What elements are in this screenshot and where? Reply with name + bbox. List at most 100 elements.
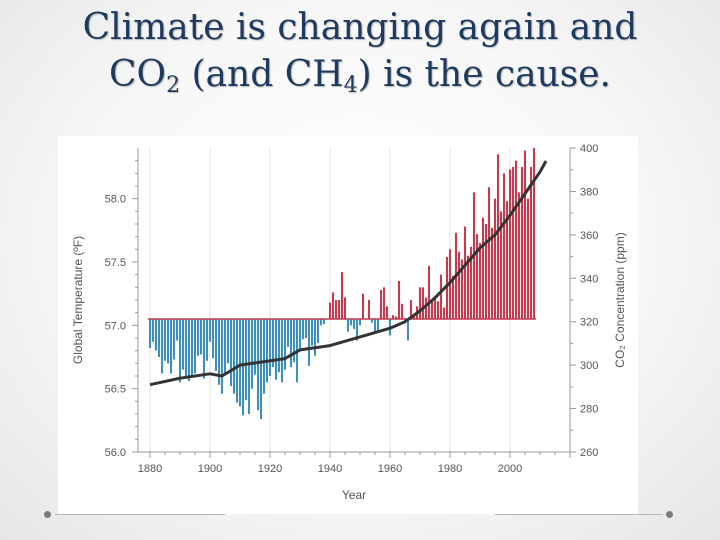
bar-below-baseline	[229, 319, 233, 387]
bar-below-baseline	[196, 319, 200, 356]
bar-below-baseline	[271, 319, 275, 368]
bar-above-baseline	[511, 167, 515, 319]
bar-above-baseline	[523, 150, 527, 319]
slide-title: Climate is changing again and CO2 (and C…	[0, 4, 720, 109]
bar-below-baseline	[181, 319, 185, 370]
y-axis-title: Global Temperature (ºF)	[71, 236, 85, 364]
y2-tick-label: 300	[580, 360, 598, 372]
slide-divider-right	[495, 514, 663, 515]
bar-above-baseline	[328, 302, 332, 319]
y2-tick-label: 380	[580, 186, 598, 198]
bar-below-baseline	[220, 319, 224, 394]
bar-above-baseline	[394, 316, 398, 319]
bar-above-baseline	[409, 300, 413, 319]
bar-below-baseline	[313, 319, 317, 356]
x-tick-label: 2000	[498, 463, 522, 475]
bar-below-baseline	[355, 319, 359, 341]
bar-below-baseline	[226, 319, 230, 364]
x-tick-label: 1960	[378, 463, 402, 475]
bar-above-baseline	[490, 227, 494, 319]
bar-above-baseline	[487, 187, 491, 319]
bar-below-baseline	[307, 319, 311, 366]
bar-below-baseline	[277, 319, 281, 373]
bar-above-baseline	[508, 169, 512, 319]
bar-below-baseline	[268, 319, 272, 376]
bar-above-baseline	[400, 303, 404, 319]
bar-above-baseline	[439, 274, 443, 319]
bar-below-baseline	[214, 319, 218, 371]
x-tick-label: 1940	[318, 463, 342, 475]
bar-below-baseline	[190, 319, 194, 376]
bar-below-baseline	[178, 319, 182, 383]
bar-below-baseline	[256, 319, 260, 411]
bar-above-baseline	[433, 297, 437, 319]
bar-below-baseline	[166, 319, 170, 364]
bar-above-baseline	[481, 217, 485, 319]
bar-below-baseline	[172, 319, 176, 360]
bar-above-baseline	[451, 275, 455, 319]
bar-below-baseline	[157, 319, 161, 357]
slide-bullet-left	[44, 511, 51, 518]
bar-above-baseline	[517, 192, 521, 319]
bar-below-baseline	[208, 319, 212, 342]
bar-above-baseline	[427, 265, 431, 319]
bar-below-baseline	[151, 319, 155, 342]
y2-tick-label: 320	[580, 317, 598, 329]
y2-tick-label: 340	[580, 273, 598, 285]
x-tick-label: 1920	[258, 463, 282, 475]
bar-below-baseline	[352, 319, 356, 330]
bar-below-baseline	[175, 319, 179, 341]
bar-below-baseline	[169, 319, 173, 374]
bar-below-baseline	[253, 319, 257, 375]
chart-frame: 56.0 56.5 57.0 57.5 58.0 260 280 300 320 340 360 38…	[58, 136, 638, 514]
bar-above-baseline	[361, 293, 365, 319]
bar-above-baseline	[331, 292, 335, 319]
y-tick-label: 58.0	[105, 194, 126, 206]
bar-below-baseline	[349, 319, 353, 326]
bar-above-baseline	[514, 160, 518, 319]
bar-above-baseline	[457, 251, 461, 319]
bar-below-baseline	[217, 319, 221, 385]
bar-below-baseline	[238, 319, 242, 407]
bar-above-baseline	[340, 272, 344, 319]
bar-above-baseline	[499, 211, 503, 319]
bar-above-baseline	[460, 259, 464, 319]
bar-below-baseline	[301, 319, 305, 340]
co2-line	[149, 160, 548, 387]
bar-below-baseline	[235, 319, 239, 403]
bar-below-baseline	[148, 319, 152, 349]
bar-below-baseline	[211, 319, 215, 359]
bar-above-baseline	[334, 300, 338, 319]
bar-above-baseline	[478, 243, 482, 319]
x-axis-title: Year	[342, 488, 366, 502]
bar-below-baseline	[223, 319, 227, 374]
bar-above-baseline	[418, 287, 422, 319]
y-tick-label: 56.0	[105, 447, 126, 459]
bar-above-baseline	[343, 297, 347, 319]
bar-above-baseline	[430, 300, 434, 319]
bar-below-baseline	[298, 319, 302, 351]
bar-below-baseline	[205, 319, 209, 361]
bar-above-baseline	[382, 287, 386, 319]
bar-above-baseline	[385, 306, 389, 319]
bar-below-baseline	[406, 319, 410, 341]
bar-below-baseline	[199, 319, 203, 355]
bar-above-baseline	[367, 300, 371, 319]
bar-below-baseline	[274, 319, 278, 380]
bar-below-baseline	[163, 319, 167, 361]
bar-above-baseline	[529, 167, 533, 319]
bar-below-baseline	[316, 319, 320, 344]
bar-above-baseline	[391, 315, 395, 319]
bar-above-baseline	[469, 246, 473, 319]
bar-below-baseline	[319, 319, 323, 326]
bar-above-baseline	[520, 167, 524, 319]
bar-below-baseline	[310, 319, 314, 346]
y2-tick-label: 260	[580, 447, 598, 459]
bar-below-baseline	[346, 319, 350, 332]
bar-above-baseline	[445, 256, 449, 319]
title-line-1: Climate is changing again and	[82, 7, 638, 48]
bar-below-baseline	[292, 319, 296, 363]
bar-below-baseline	[184, 319, 188, 378]
bar-above-baseline	[379, 289, 383, 319]
x-tick-label: 1980	[438, 463, 462, 475]
